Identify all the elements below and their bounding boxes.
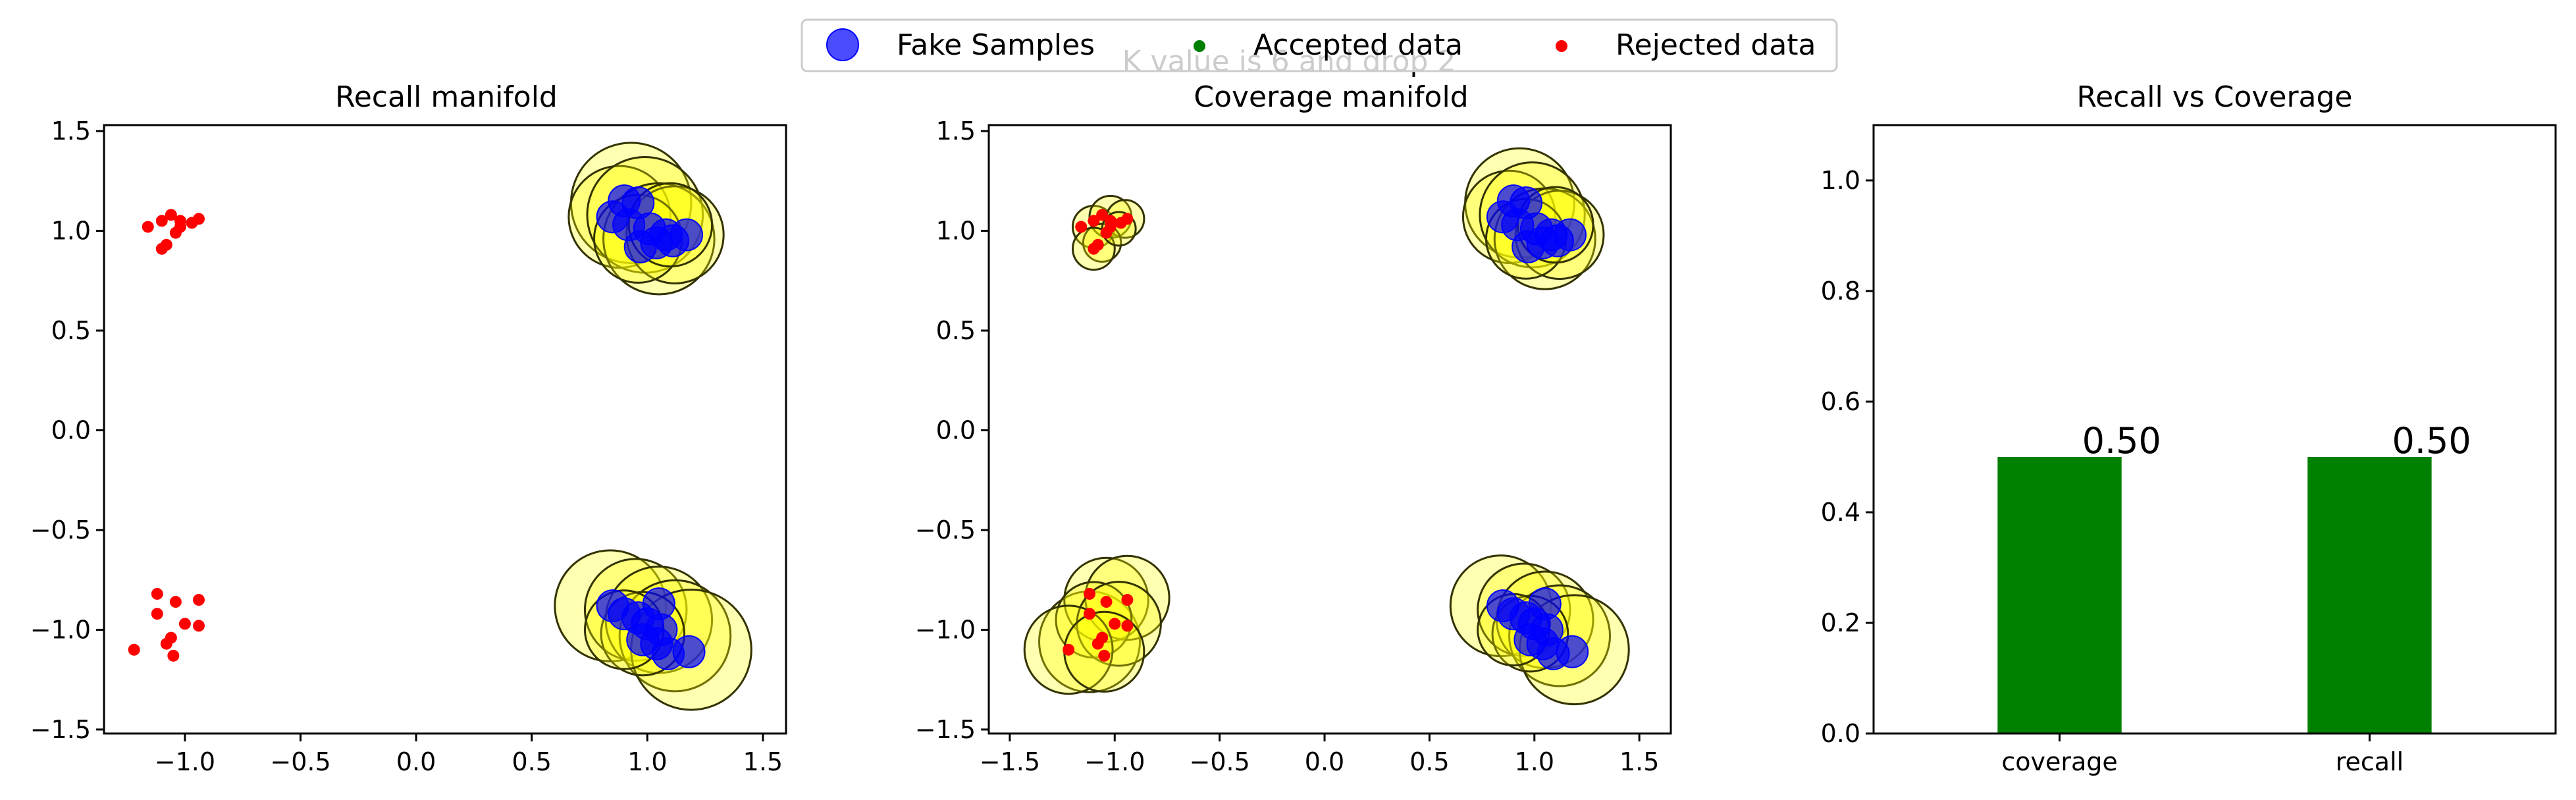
y-tick-label: 0.4 xyxy=(1821,498,1860,527)
x-tick-label: 0.0 xyxy=(396,747,436,776)
legend-accepted-label: Accepted data xyxy=(1253,28,1463,62)
bar-value-label: 0.50 xyxy=(2082,420,2161,462)
rejected-data-point xyxy=(1084,587,1096,600)
y-tick-label: 0.0 xyxy=(1821,719,1860,748)
recall-manifold-title: Recall manifold xyxy=(335,80,558,114)
axes-frame xyxy=(987,124,1672,735)
rejected-data-point xyxy=(167,649,180,662)
rejected-data-point xyxy=(1063,643,1075,656)
x-tick-label: 0.5 xyxy=(1409,747,1449,776)
fake-sample-point xyxy=(672,635,706,668)
y-tick-label: 0.6 xyxy=(1821,387,1860,416)
x-tick-label: 1.0 xyxy=(1515,747,1554,776)
x-tick-label: −0.5 xyxy=(270,747,330,776)
legend-accepted-marker xyxy=(1194,40,1205,52)
legend-frame xyxy=(801,18,1838,72)
x-tick-label: 0.5 xyxy=(512,747,551,776)
rejected-data-point xyxy=(1100,596,1113,608)
coverage-manifold-panel: Coverage manifold −1.5 −1.0 −0.5 0.0 0.5 1.0 1… xyxy=(915,80,1672,776)
x-tick-label: coverage xyxy=(2001,747,2117,776)
x-tick-label: 1.5 xyxy=(743,747,783,776)
y-tick-label: −0.5 xyxy=(30,516,91,545)
fake-sample-point xyxy=(1556,635,1589,668)
rejected-data-point xyxy=(169,596,182,608)
legend-rejected-marker xyxy=(1556,40,1567,52)
y-tick-label: 0.8 xyxy=(1821,277,1860,306)
rejected-data-point xyxy=(178,618,191,630)
recall-manifold-panel: Recall manifold −1.0 −0.5 0.0 0.5 1.0 1.5 −1.5… xyxy=(30,80,787,776)
y-tick-label: −1.0 xyxy=(915,615,976,644)
y-tick-label: 1.0 xyxy=(1821,166,1860,195)
bar-recall xyxy=(2307,457,2432,733)
rejected-data-point xyxy=(1088,242,1100,255)
x-tick-label: −1.0 xyxy=(1084,747,1145,776)
x-tick-label: recall xyxy=(2336,747,2404,776)
y-tick-label: 0.2 xyxy=(1821,608,1860,637)
y-tick-label: −1.0 xyxy=(30,615,91,644)
rejected-data-point xyxy=(1109,618,1121,630)
rejected-data-point xyxy=(1075,221,1088,233)
rejected-data-point xyxy=(1091,637,1104,650)
legend: Fake Samples Accepted data Rejected data xyxy=(801,18,1838,72)
y-tick-label: −1.5 xyxy=(30,715,91,744)
legend-fake-label: Fake Samples xyxy=(897,28,1095,62)
y-tick-label: 1.5 xyxy=(51,117,91,146)
rejected-data-point xyxy=(142,221,154,233)
rejected-data-point xyxy=(192,594,205,606)
rejected-data-point xyxy=(165,209,177,221)
recall-vs-coverage-title: Recall vs Coverage xyxy=(2076,80,2352,114)
x-tick-label: −1.0 xyxy=(155,747,215,776)
y-tick-label: −1.5 xyxy=(915,715,976,744)
plot-area xyxy=(128,142,752,711)
rejected-data-point xyxy=(174,221,186,233)
bar-value-label: 0.50 xyxy=(2392,420,2471,462)
rejected-data-point xyxy=(192,620,205,632)
rejected-data-point xyxy=(128,643,140,656)
coverage-manifold-title: Coverage manifold xyxy=(1194,80,1468,114)
axes-frame xyxy=(103,124,787,735)
y-tick-label: −0.5 xyxy=(915,516,976,545)
rejected-data-point xyxy=(151,608,163,620)
rejected-data-point xyxy=(155,215,168,227)
x-tick-label: 1.0 xyxy=(627,747,667,776)
x-tick-label: 1.5 xyxy=(1619,747,1659,776)
fake-sample-point xyxy=(1540,224,1574,257)
bar-coverage xyxy=(1997,457,2122,733)
legend-fake-marker xyxy=(826,28,859,61)
rejected-data-point xyxy=(155,242,168,255)
rejected-data-point xyxy=(160,637,172,650)
y-tick-label: 0.5 xyxy=(936,316,976,345)
rejected-data-point xyxy=(1121,620,1134,632)
legend-rejected-label: Rejected data xyxy=(1616,28,1816,62)
y-tick-label: 1.0 xyxy=(51,217,91,246)
x-tick-label: −1.5 xyxy=(980,747,1040,776)
rejected-data-point xyxy=(1121,594,1134,606)
rejected-data-point xyxy=(1121,213,1134,225)
x-tick-label: 0.0 xyxy=(1305,747,1344,776)
x-tick-label: −0.5 xyxy=(1190,747,1250,776)
rejected-data-point xyxy=(192,213,205,225)
rejected-data-point xyxy=(1104,221,1117,233)
rejected-data-point xyxy=(1098,649,1111,662)
y-tick-label: 1.5 xyxy=(936,117,976,146)
plot-area xyxy=(1023,147,1630,706)
recall-vs-coverage-panel: Recall vs Coverage 0.50 0.50 coverage reca… xyxy=(1821,80,2557,776)
rejected-data-point xyxy=(1088,215,1100,227)
y-tick-label: 0.0 xyxy=(51,416,91,445)
rejected-data-point xyxy=(1084,608,1096,620)
fake-sample-point xyxy=(656,224,689,257)
y-tick-label: 0.0 xyxy=(936,416,976,445)
rejected-data-point xyxy=(151,587,163,600)
y-tick-label: 1.0 xyxy=(936,217,976,246)
axes-frame xyxy=(1872,124,2557,735)
y-tick-label: 0.5 xyxy=(51,316,91,345)
rejected-data-point xyxy=(1096,209,1109,221)
